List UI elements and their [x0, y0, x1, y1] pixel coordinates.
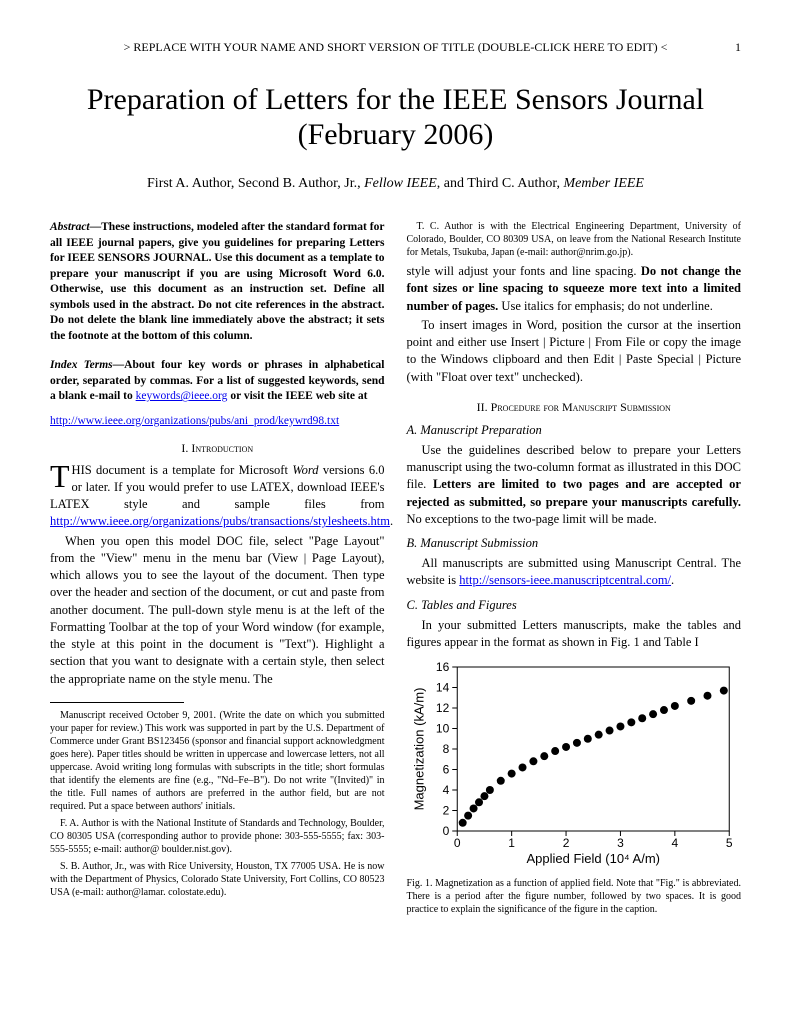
- svg-text:2: 2: [442, 804, 449, 818]
- svg-text:6: 6: [442, 763, 449, 777]
- author-line: First A. Author, Second B. Author, Jr., …: [50, 176, 741, 192]
- paper-title: Preparation of Letters for the IEEE Sens…: [50, 83, 741, 152]
- footnote-4: T. C. Author is with the Electrical Engi…: [407, 220, 742, 259]
- abstract: Abstract—These instructions, modeled aft…: [50, 220, 385, 344]
- svg-text:2: 2: [562, 836, 569, 850]
- index-terms-text2: or visit the IEEE web site at: [227, 390, 367, 402]
- section-1-head: I. Introduction: [50, 441, 385, 456]
- col2-p1c: Use italics for emphasis; do not underli…: [498, 299, 713, 313]
- dropcap: T: [50, 462, 72, 490]
- abstract-label: Abstract: [50, 221, 90, 233]
- index-terms-label: Index Terms: [50, 359, 113, 371]
- intro-p2: When you open this model DOC file, selec…: [50, 533, 385, 688]
- section-2-head: II. Procedure for Manuscript Submission: [407, 400, 742, 415]
- figure-1-caption: Fig. 1. Magnetization as a function of a…: [407, 877, 742, 916]
- two-column-body: Abstract—These instructions, modeled aft…: [50, 220, 741, 916]
- sec2-pB1: All manuscripts are submitted using Manu…: [407, 555, 742, 590]
- sec2-pA1: Use the guidelines described below to pr…: [407, 442, 742, 528]
- svg-text:Magnetization (kA/m): Magnetization (kA/m): [411, 688, 426, 811]
- intro-p1: THIS document is a template for Microsof…: [50, 462, 385, 531]
- intro-p1d: .: [390, 514, 393, 528]
- manuscript-central-link[interactable]: http://sensors-ieee.manuscriptcentral.co…: [459, 573, 671, 587]
- footnote-2: F. A. Author is with the National Instit…: [50, 817, 385, 856]
- svg-text:0: 0: [442, 824, 449, 838]
- intro-p1a: HIS document is a template for Microsoft: [72, 463, 293, 477]
- svg-text:12: 12: [435, 701, 449, 715]
- footnote-3: S. B. Author, Jr., was with Rice Univers…: [50, 860, 385, 899]
- latex-link[interactable]: http://www.ieee.org/organizations/pubs/t…: [50, 514, 390, 528]
- index-terms-url-line: http://www.ieee.org/organizations/pubs/a…: [50, 415, 385, 427]
- svg-text:Applied Field (10⁴ A/m): Applied Field (10⁴ A/m): [526, 851, 659, 866]
- subsection-b-head: B. Manuscript Submission: [407, 536, 742, 551]
- svg-text:5: 5: [725, 836, 732, 850]
- keywords-url-link[interactable]: http://www.ieee.org/organizations/pubs/a…: [50, 415, 339, 427]
- subsection-a-head: A. Manuscript Preparation: [407, 423, 742, 438]
- svg-text:4: 4: [671, 836, 678, 850]
- authors-affil1: Fellow IEEE: [364, 176, 437, 191]
- footnote-1: Manuscript received October 9, 2001. (Wr…: [50, 709, 385, 813]
- running-header: > REPLACE WITH YOUR NAME AND SHORT VERSI…: [50, 40, 741, 55]
- sec2-pC1: In your submitted Letters manuscripts, m…: [407, 617, 742, 652]
- sec2-pB1b: .: [671, 573, 674, 587]
- col2-p1: style will adjust your fonts and line sp…: [407, 263, 742, 315]
- svg-text:0: 0: [453, 836, 460, 850]
- page-number: 1: [735, 40, 741, 55]
- svg-text:16: 16: [435, 660, 449, 674]
- subsection-c-head: C. Tables and Figures: [407, 598, 742, 613]
- col2-p1a: style will adjust your fonts and line sp…: [407, 264, 641, 278]
- abstract-dash: —: [90, 221, 102, 233]
- svg-text:8: 8: [442, 742, 449, 756]
- index-terms: Index Terms—About four key words or phra…: [50, 358, 385, 405]
- intro-p1b: Word: [292, 463, 318, 477]
- header-text: > REPLACE WITH YOUR NAME AND SHORT VERSI…: [124, 40, 668, 54]
- figure-1: 0123450246810121416Applied Field (10⁴ A/…: [407, 659, 742, 916]
- index-terms-dash: —: [113, 359, 125, 371]
- svg-text:4: 4: [442, 783, 449, 797]
- svg-text:10: 10: [435, 722, 449, 736]
- sec2-pA1c: No exceptions to the two-page limit will…: [407, 512, 657, 526]
- col2-p2: To insert images in Word, position the c…: [407, 317, 742, 386]
- authors-part1: First A. Author, Second B. Author, Jr.,: [147, 176, 364, 191]
- sec2-pA1b: Letters are limited to two pages and are…: [407, 477, 742, 508]
- keywords-email-link[interactable]: keywords@ieee.org: [136, 390, 228, 402]
- authors-affil2: Member IEEE: [564, 176, 644, 191]
- footnote-separator: [50, 702, 184, 703]
- authors-part2: , and Third C. Author,: [437, 176, 564, 191]
- abstract-text: These instructions, modeled after the st…: [50, 221, 385, 342]
- svg-text:1: 1: [508, 836, 515, 850]
- svg-text:3: 3: [617, 836, 624, 850]
- svg-text:14: 14: [435, 681, 449, 695]
- magnetization-chart: 0123450246810121416Applied Field (10⁴ A/…: [407, 659, 742, 869]
